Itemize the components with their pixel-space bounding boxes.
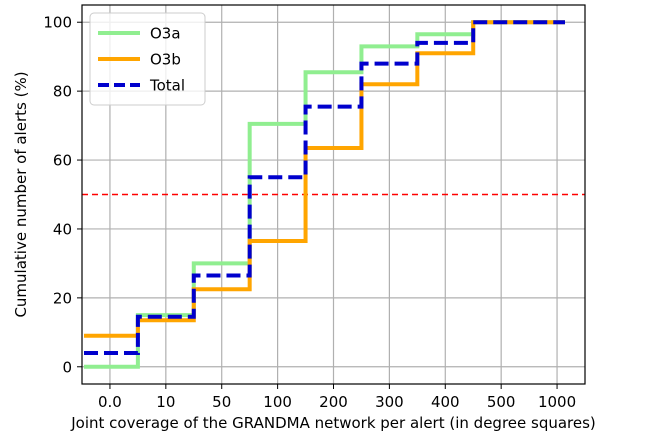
x-tick-label: 300 — [375, 393, 404, 411]
y-axis-label: Cumulative number of alerts (%) — [12, 71, 30, 317]
legend-label-o3b: O3b — [150, 51, 181, 69]
grid — [82, 5, 585, 384]
series-group — [84, 20, 565, 369]
y-tick-label: 20 — [53, 289, 72, 307]
legend-box — [89, 12, 206, 106]
x-tick-label: 200 — [319, 393, 348, 411]
legend: O3a O3b Total — [89, 12, 206, 106]
x-tick-label: 0.0 — [98, 393, 122, 411]
x-tick-label: 500 — [487, 393, 516, 411]
y-tick-label: 40 — [53, 220, 72, 238]
y-tick-label: 60 — [53, 152, 72, 170]
x-tick-label: 400 — [431, 393, 460, 411]
x-tick-label: 100 — [263, 393, 292, 411]
x-axis-label: Joint coverage of the GRANDMA network pe… — [70, 414, 596, 432]
y-tick-label: 0 — [62, 358, 72, 376]
x-tick-label: 10 — [156, 393, 175, 411]
x-tick-label: 50 — [212, 393, 231, 411]
y-tick-label: 80 — [53, 83, 72, 101]
y-tick-label: 100 — [43, 14, 72, 32]
legend-label-total: Total — [149, 77, 185, 95]
legend-label-o3a: O3a — [150, 25, 181, 43]
x-tick-label: 1000 — [538, 393, 576, 411]
series-line-total — [84, 20, 565, 355]
ticks: 0.0 10 50 100 200 300 400 500 1000 0 20 40 60 80 100 — [43, 14, 576, 411]
